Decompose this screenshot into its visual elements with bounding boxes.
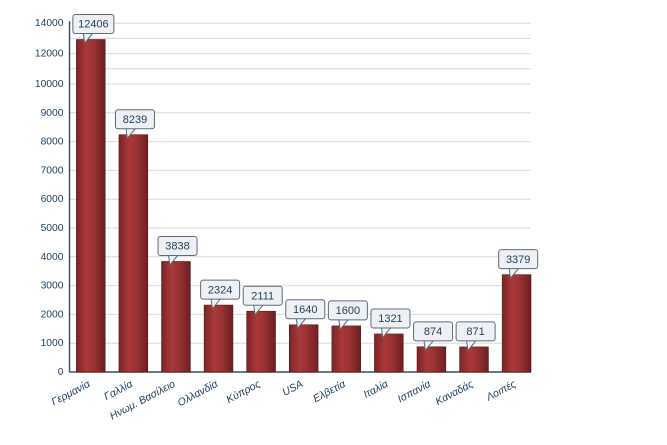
svg-text:USA: USA — [280, 378, 305, 399]
svg-text:14000: 14000 — [35, 18, 64, 29]
svg-text:9000: 9000 — [41, 108, 64, 119]
svg-text:8000: 8000 — [41, 137, 64, 148]
svg-text:1321: 1321 — [378, 313, 402, 325]
svg-text:10000: 10000 — [35, 79, 64, 90]
svg-text:2000: 2000 — [41, 309, 64, 320]
svg-text:12406: 12406 — [78, 19, 109, 31]
svg-text:12000: 12000 — [35, 49, 64, 60]
svg-text:5000: 5000 — [41, 223, 64, 234]
svg-text:7000: 7000 — [41, 165, 64, 176]
svg-text:2111: 2111 — [251, 290, 274, 302]
svg-text:Γερμανία: Γερμανία — [50, 378, 94, 409]
svg-text:Ελβετία: Ελβετία — [311, 378, 348, 406]
svg-text:874: 874 — [424, 326, 442, 338]
svg-text:871: 871 — [466, 326, 484, 338]
svg-text:3379: 3379 — [506, 254, 530, 266]
svg-text:4000: 4000 — [41, 252, 64, 263]
svg-text:Ολλανδία: Ολλανδία — [176, 378, 221, 410]
svg-text:1640: 1640 — [293, 304, 317, 316]
svg-text:8239: 8239 — [123, 114, 147, 126]
svg-text:Λοιπές: Λοιπές — [484, 378, 519, 404]
svg-text:3838: 3838 — [165, 241, 189, 253]
svg-text:2324: 2324 — [208, 284, 232, 296]
svg-text:1000: 1000 — [41, 338, 64, 349]
svg-text:Καναδάς: Καναδάς — [434, 378, 477, 408]
svg-text:0: 0 — [58, 367, 64, 378]
svg-text:Ιταλία: Ιταλία — [362, 378, 392, 401]
svg-text:6000: 6000 — [41, 194, 64, 205]
svg-text:1600: 1600 — [336, 305, 360, 317]
svg-text:Κύπρος: Κύπρος — [224, 378, 263, 406]
svg-text:Ισπανία: Ισπανία — [396, 378, 434, 406]
svg-text:3000: 3000 — [41, 281, 64, 292]
